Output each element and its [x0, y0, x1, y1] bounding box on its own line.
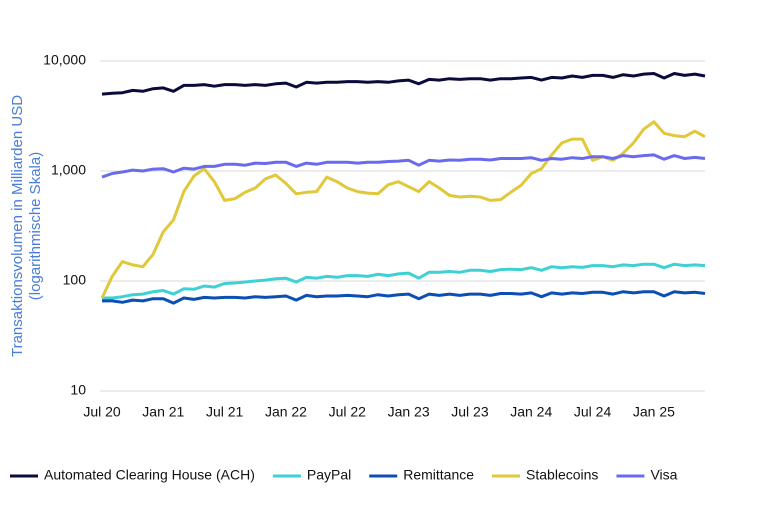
y-axis-label: Transaktionsvolumen in Milliarden USD: [9, 95, 26, 357]
series-line: [101, 72, 706, 96]
legend-label: Automated Clearing House (ACH): [44, 467, 255, 483]
x-tick-label: Jul 24: [574, 404, 612, 420]
legend-label: Remittance: [403, 467, 474, 483]
y-axis-label: (logarithmische Skala): [27, 152, 44, 300]
y-tick-label: 1,000: [51, 162, 86, 178]
y-tick-label: 10,000: [43, 52, 86, 68]
x-tick-label: Jul 20: [83, 404, 121, 420]
y-tick-label: 100: [63, 272, 87, 288]
x-tick-label: Jan 25: [633, 404, 675, 420]
x-tick-label: Jan 21: [142, 404, 184, 420]
series-line: [102, 290, 706, 305]
legend-label: PayPal: [307, 467, 351, 483]
y-tick-label: 10: [70, 382, 86, 398]
series-line: [100, 120, 706, 299]
x-tick-label: Jul 21: [206, 404, 244, 420]
x-tick-label: Jan 22: [265, 404, 307, 420]
x-tick-label: Jan 23: [388, 404, 430, 420]
legend-label: Stablecoins: [526, 467, 598, 483]
x-tick-label: Jan 24: [510, 404, 552, 420]
legend-label: Visa: [650, 467, 677, 483]
series-line: [102, 262, 706, 300]
series-line: [101, 153, 706, 179]
x-tick-label: Jul 22: [329, 404, 367, 420]
x-tick-label: Jul 23: [451, 404, 489, 420]
